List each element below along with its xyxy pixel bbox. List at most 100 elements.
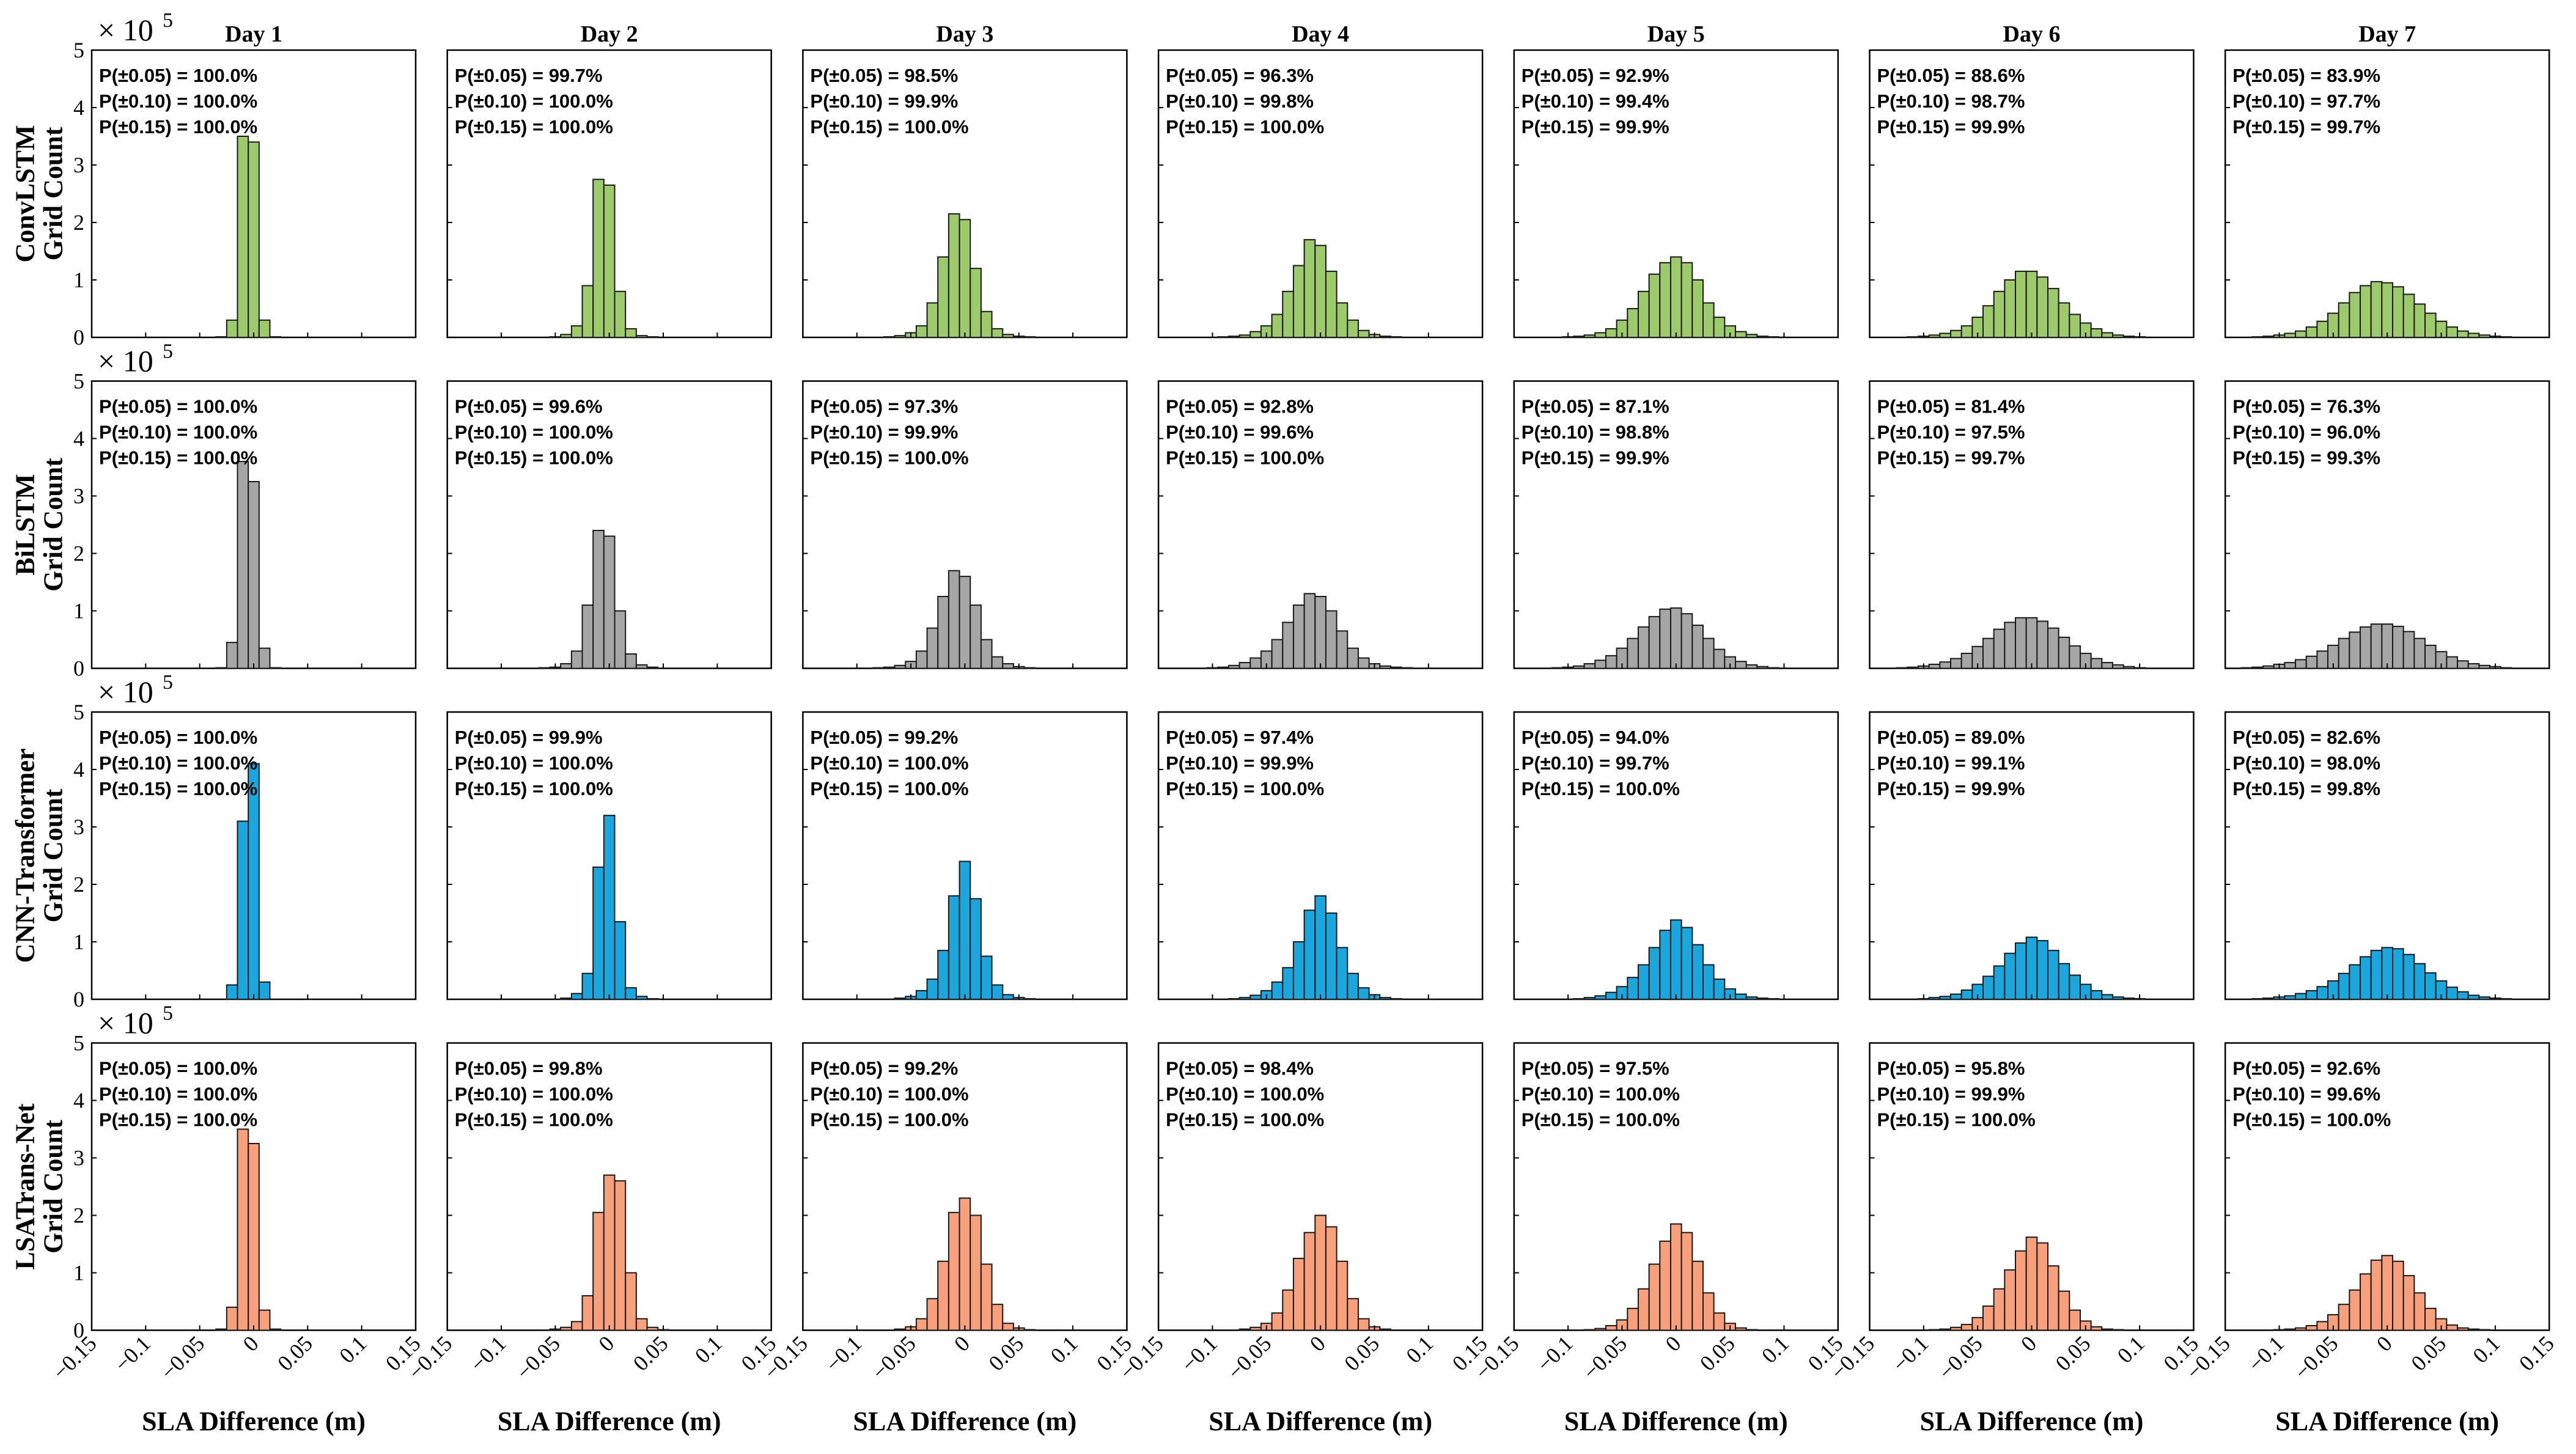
histogram-bar	[1271, 1312, 1284, 1331]
histogram-bar	[581, 604, 594, 669]
y-tick-label: 2	[73, 872, 84, 897]
y-tick-label: 1	[73, 268, 84, 292]
probability-annotation: P(±0.10) = 100.0%	[99, 422, 257, 443]
histogram-bar	[1734, 331, 1747, 338]
histogram-bar	[2392, 948, 2404, 1001]
panel-convlstm-day-5: P(±0.05) = 92.9% P(±0.10) = 99.4% P(±0.15)…	[1513, 21, 1839, 339]
histogram-bar	[2090, 328, 2103, 339]
histogram-bar	[1713, 648, 1726, 669]
histogram-bar	[1314, 895, 1327, 1001]
histogram-bar	[1002, 1323, 1014, 1331]
histogram-bar	[2305, 655, 2318, 669]
x-tick-label: 0.05	[2406, 1331, 2451, 1376]
probability-annotation: P(±0.15) = 99.3%	[2232, 447, 2380, 469]
histogram-bar	[215, 1328, 227, 1331]
histogram-bar	[1282, 622, 1294, 669]
probability-annotation: P(±0.15) = 99.7%	[1877, 447, 2025, 469]
probability-annotation: P(±0.05) = 100.0%	[99, 65, 257, 86]
histogram-bar	[926, 979, 939, 1000]
histogram-bar	[1347, 1298, 1359, 1331]
histogram-bar	[2446, 656, 2459, 669]
histogram-bar	[2424, 1307, 2437, 1331]
histogram-bar	[2446, 1324, 2459, 1331]
histogram-bar	[2457, 991, 2469, 1001]
histogram-bar	[1271, 981, 1284, 1001]
histogram-bar	[1389, 666, 1402, 669]
probability-annotation: P(±0.10) = 100.0%	[99, 752, 257, 774]
histogram-bar	[1379, 1328, 1391, 1331]
x-tick-label: −0.05	[156, 1331, 209, 1384]
x-tick-label: 0.05	[1339, 1331, 1384, 1376]
histogram-bar	[1993, 1288, 2006, 1331]
x-tick-label: 0	[949, 1331, 974, 1356]
y-tick-label: 2	[73, 210, 84, 235]
histogram-bar	[1659, 1240, 1671, 1331]
histogram-bar	[1993, 965, 2006, 1000]
histogram-bar	[1756, 997, 1768, 1000]
histogram-bar	[2370, 281, 2383, 339]
histogram-bar	[2090, 658, 2103, 669]
histogram-bar	[2349, 292, 2361, 338]
histogram-bar	[2122, 997, 2135, 1000]
histogram-bar	[269, 667, 282, 669]
histogram-bar	[1551, 667, 1564, 669]
model-name: ConvLSTM	[10, 125, 40, 263]
probability-annotation: P(±0.15) = 100.0%	[810, 1109, 968, 1131]
row-cnn-transformer: CNN-TransformerGrid Count× 10 5012345P(±0…	[10, 671, 2550, 1012]
probability-annotation: P(±0.15) = 100.0%	[810, 116, 968, 138]
model-name: CNN-Transformer	[10, 748, 40, 963]
histogram-bar	[237, 461, 249, 669]
histogram-bar	[1292, 941, 1305, 1000]
histogram-bar	[1734, 661, 1747, 669]
histogram-bar	[2047, 627, 2059, 669]
histogram-bar	[2424, 972, 2437, 1001]
probability-annotation: P(±0.15) = 99.9%	[1877, 778, 2025, 799]
histogram-bar	[1314, 596, 1327, 669]
histogram-bar	[1745, 1329, 1758, 1331]
histogram-bar	[1605, 655, 1617, 669]
probability-annotation: P(±0.05) = 97.3%	[810, 396, 958, 417]
histogram-bar	[2338, 302, 2350, 339]
y-axis-label: Grid Count	[39, 127, 68, 260]
probability-annotation: P(±0.10) = 100.0%	[455, 422, 613, 443]
histogram-bar	[2295, 993, 2307, 1000]
histogram-bar	[1314, 244, 1327, 338]
histogram-bar	[1594, 332, 1606, 338]
histogram-bar	[1303, 593, 1316, 669]
histogram-bar	[1648, 1263, 1661, 1331]
histogram-bar	[2025, 270, 2038, 338]
histogram-bar	[1702, 964, 1715, 1000]
day-title: Day 2	[581, 21, 638, 47]
panel-lsatrans-net-day-2: P(±0.05) = 99.8% P(±0.10) = 100.0% P(±0.15…	[403, 1042, 781, 1436]
histogram-bar	[1928, 1329, 1941, 1331]
histogram-bar	[926, 302, 939, 339]
histogram-bar	[2036, 940, 2049, 1000]
probability-annotation: P(±0.15) = 99.9%	[1522, 116, 1669, 138]
histogram-bar	[581, 972, 594, 1000]
histogram-bar	[2036, 1242, 2049, 1331]
histogram-bar	[2381, 623, 2394, 669]
x-tick-label: 0	[1305, 1331, 1330, 1356]
histogram-bar	[2069, 645, 2081, 669]
histogram-bar	[603, 1174, 616, 1331]
histogram-bar	[2240, 667, 2253, 669]
y-tick-label: 5	[73, 1031, 84, 1056]
histogram-bar	[1680, 613, 1693, 669]
histogram-bar	[560, 997, 572, 1000]
histogram-bar	[1379, 336, 1391, 338]
y-tick-label: 5	[73, 700, 84, 724]
probability-annotation: P(±0.05) = 99.2%	[810, 727, 958, 748]
x-tick-label: −0.1	[465, 1331, 510, 1376]
row-lsatrans-net: LSATrans-NetGrid Count× 10 5012345P(±0.05…	[10, 1002, 2558, 1437]
histogram-bar	[959, 1197, 971, 1331]
histogram-bar	[2478, 334, 2491, 338]
y-tick-label: 2	[73, 542, 84, 566]
probability-annotation: P(±0.15) = 100.0%	[1522, 1109, 1680, 1131]
histogram-bar	[2101, 662, 2114, 669]
y-scale-exponent: 5	[163, 340, 173, 363]
histogram-bar	[592, 529, 605, 669]
histogram-bar	[2381, 1255, 2394, 1331]
x-tick-label: −0.05	[512, 1331, 565, 1384]
